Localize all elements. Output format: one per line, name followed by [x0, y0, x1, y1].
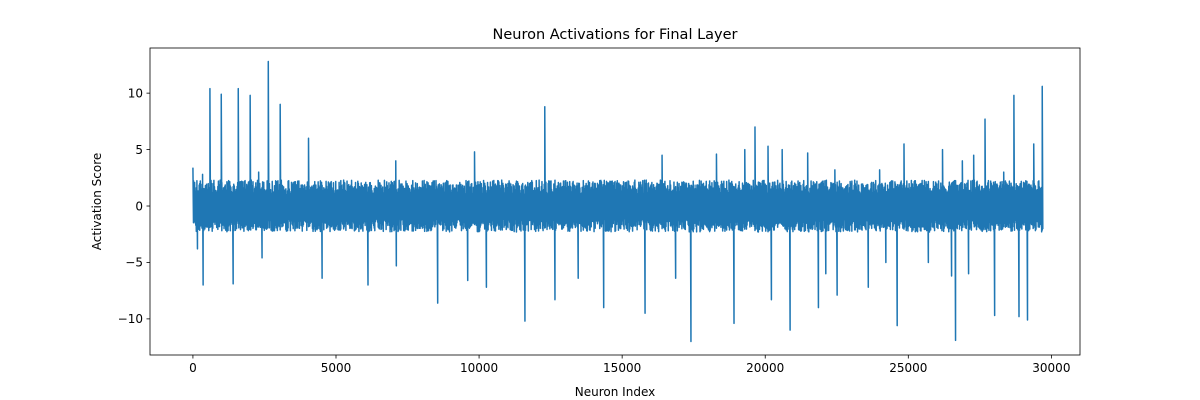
y-axis-label: Activation Score [90, 153, 104, 251]
activation-line [192, 60, 1044, 343]
x-axis-label: Neuron Index [575, 385, 655, 399]
x-tick-label: 15000 [603, 361, 641, 375]
x-tick-label: 5000 [321, 361, 352, 375]
plot-area [192, 60, 1044, 343]
y-axis: −10 −5 0 5 10 [118, 86, 150, 326]
x-axis: 0 5000 10000 15000 20000 25000 30000 [189, 355, 1070, 375]
y-tick-label: 10 [128, 86, 143, 100]
chart-title: Neuron Activations for Final Layer [492, 27, 737, 43]
x-tick-label: 30000 [1032, 361, 1070, 375]
x-tick-label: 10000 [460, 361, 498, 375]
y-tick-label: 0 [135, 199, 143, 213]
y-tick-label: 5 [135, 143, 143, 157]
x-tick-label: 20000 [746, 361, 784, 375]
y-tick-label: −5 [125, 256, 143, 270]
y-tick-label: −10 [118, 312, 143, 326]
x-tick-label: 25000 [889, 361, 927, 375]
plot-frame [149, 47, 1081, 356]
x-tick-label: 0 [189, 361, 197, 375]
